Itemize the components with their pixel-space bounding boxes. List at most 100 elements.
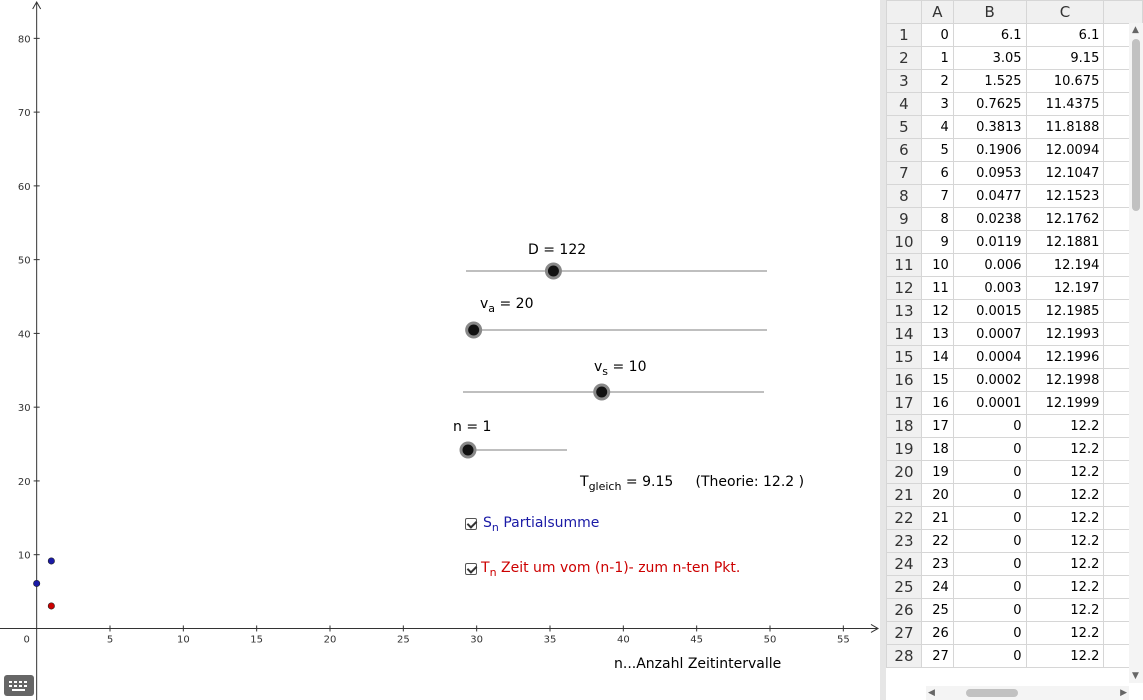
spreadsheet-row[interactable]: 17 16 0.0001 12.1999 (886, 391, 1143, 415)
cell-a[interactable]: 6 (920, 161, 954, 185)
spreadsheet-row[interactable]: 3 2 1.525 10.675 (886, 69, 1143, 93)
cell-a[interactable]: 7 (920, 184, 954, 208)
spreadsheet-row[interactable]: 9 8 0.0238 12.1762 (886, 207, 1143, 231)
row-header[interactable]: 20 (886, 460, 922, 484)
cell-b[interactable]: 0.0953 (952, 161, 1027, 185)
row-header[interactable]: 21 (886, 483, 922, 507)
spreadsheet-row[interactable]: 19 18 0 12.2 (886, 437, 1143, 461)
row-header[interactable]: 15 (886, 345, 922, 369)
keyboard-icon[interactable] (4, 675, 34, 696)
cell-a[interactable]: 23 (920, 552, 954, 576)
cell-a[interactable]: 26 (920, 621, 954, 645)
cell-b[interactable]: 0 (952, 414, 1027, 438)
cell-c[interactable]: 9.15 (1025, 46, 1105, 70)
checkbox-tn[interactable] (465, 563, 477, 575)
spreadsheet-row[interactable]: 4 3 0.7625 11.4375 (886, 92, 1143, 116)
slider-d-knob-core[interactable] (547, 265, 559, 277)
row-header[interactable]: 28 (886, 644, 922, 668)
cell-c[interactable]: 12.2 (1025, 529, 1105, 553)
row-header[interactable]: 10 (886, 230, 922, 254)
spreadsheet-row[interactable]: 20 19 0 12.2 (886, 460, 1143, 484)
spreadsheet-row[interactable]: 14 13 0.0007 12.1993 (886, 322, 1143, 346)
cell-c[interactable]: 12.194 (1025, 253, 1105, 277)
cell-b[interactable]: 0 (952, 460, 1027, 484)
cell-a[interactable]: 17 (920, 414, 954, 438)
cell-c[interactable]: 12.1996 (1025, 345, 1105, 369)
cell-c[interactable]: 12.197 (1025, 276, 1105, 300)
spreadsheet-row[interactable]: 6 5 0.1906 12.0094 (886, 138, 1143, 162)
cell-b[interactable]: 0 (952, 483, 1027, 507)
cell-c[interactable]: 11.8188 (1025, 115, 1105, 139)
cell-a[interactable]: 25 (920, 598, 954, 622)
horizontal-scroll-thumb[interactable] (966, 689, 1018, 697)
cell-c[interactable]: 12.1985 (1025, 299, 1105, 323)
row-header[interactable]: 3 (886, 69, 922, 93)
cell-a[interactable]: 10 (920, 253, 954, 277)
spreadsheet-table[interactable]: A B C 1 0 6.1 6.1 2 1 3.05 9.15 3 2 1.525 10.675 4 3 0… (886, 0, 1143, 668)
spreadsheet-row[interactable]: 13 12 0.0015 12.1985 (886, 299, 1143, 323)
cell-c[interactable]: 12.0094 (1025, 138, 1105, 162)
spreadsheet-row[interactable]: 21 20 0 12.2 (886, 483, 1143, 507)
checkbox-sn[interactable] (465, 518, 477, 530)
cell-a[interactable]: 9 (920, 230, 954, 254)
cell-c[interactable]: 12.2 (1025, 483, 1105, 507)
spreadsheet-row[interactable]: 16 15 0.0002 12.1998 (886, 368, 1143, 392)
plot-canvas[interactable]: 0 5 10 15 20 25 30 35 40 45 50 55 10 20 30 40 50 60 70 80 (0, 0, 880, 700)
spreadsheet-view[interactable]: A B C 1 0 6.1 6.1 2 1 3.05 9.15 3 2 1.525 10.675 4 3 0… (886, 0, 1143, 700)
cell-c[interactable]: 12.1881 (1025, 230, 1105, 254)
cell-c[interactable]: 12.1762 (1025, 207, 1105, 231)
cell-b[interactable]: 0.3813 (952, 115, 1027, 139)
cell-a[interactable]: 2 (920, 69, 954, 93)
slider-va-knob-core[interactable] (468, 324, 480, 336)
cell-a[interactable]: 12 (920, 299, 954, 323)
horizontal-scrollbar[interactable]: ◀ ▶ (926, 686, 1129, 700)
row-header[interactable]: 27 (886, 621, 922, 645)
cell-c[interactable]: 12.2 (1025, 437, 1105, 461)
cell-b[interactable]: 0.0015 (952, 299, 1027, 323)
row-header[interactable]: 14 (886, 322, 922, 346)
cell-b[interactable]: 0.7625 (952, 92, 1027, 116)
row-header[interactable]: 26 (886, 598, 922, 622)
checkbox-sn-label[interactable]: Sn Partialsumme (483, 515, 600, 534)
cell-c[interactable]: 12.2 (1025, 552, 1105, 576)
cell-c[interactable]: 12.2 (1025, 506, 1105, 530)
row-header[interactable]: 5 (886, 115, 922, 139)
cell-c[interactable]: 12.2 (1025, 621, 1105, 645)
spreadsheet-row[interactable]: 24 23 0 12.2 (886, 552, 1143, 576)
cell-b[interactable]: 0.0238 (952, 207, 1027, 231)
spreadsheet-row[interactable]: 26 25 0 12.2 (886, 598, 1143, 622)
cell-a[interactable]: 19 (920, 460, 954, 484)
cell-a[interactable]: 18 (920, 437, 954, 461)
cell-a[interactable]: 24 (920, 575, 954, 599)
row-header[interactable]: 19 (886, 437, 922, 461)
corner-cell[interactable] (886, 0, 922, 24)
cell-a[interactable]: 11 (920, 276, 954, 300)
cell-a[interactable]: 16 (920, 391, 954, 415)
scroll-up-arrow[interactable]: ▲ (1132, 25, 1139, 35)
column-header-c[interactable]: C (1025, 0, 1105, 24)
spreadsheet-row[interactable]: 11 10 0.006 12.194 (886, 253, 1143, 277)
cell-c[interactable]: 12.2 (1025, 414, 1105, 438)
cell-a[interactable]: 22 (920, 529, 954, 553)
spreadsheet-row[interactable]: 28 27 0 12.2 (886, 644, 1143, 668)
cell-c[interactable]: 12.1047 (1025, 161, 1105, 185)
row-header[interactable]: 8 (886, 184, 922, 208)
cell-b[interactable]: 3.05 (952, 46, 1027, 70)
cell-b[interactable]: 0.006 (952, 253, 1027, 277)
spreadsheet-row[interactable]: 2 1 3.05 9.15 (886, 46, 1143, 70)
vertical-scroll-thumb[interactable] (1132, 39, 1140, 211)
cell-a[interactable]: 8 (920, 207, 954, 231)
cell-a[interactable]: 0 (920, 23, 954, 47)
cell-b[interactable]: 0.0119 (952, 230, 1027, 254)
spreadsheet-row[interactable]: 27 26 0 12.2 (886, 621, 1143, 645)
cell-b[interactable]: 0 (952, 529, 1027, 553)
row-header[interactable]: 22 (886, 506, 922, 530)
cell-b[interactable]: 0 (952, 621, 1027, 645)
cell-a[interactable]: 13 (920, 322, 954, 346)
slider-vs-knob-core[interactable] (596, 386, 608, 398)
cell-b[interactable]: 0 (952, 598, 1027, 622)
cell-b[interactable]: 0 (952, 437, 1027, 461)
cell-b[interactable]: 6.1 (952, 23, 1027, 47)
row-header[interactable]: 11 (886, 253, 922, 277)
cell-b[interactable]: 0 (952, 506, 1027, 530)
